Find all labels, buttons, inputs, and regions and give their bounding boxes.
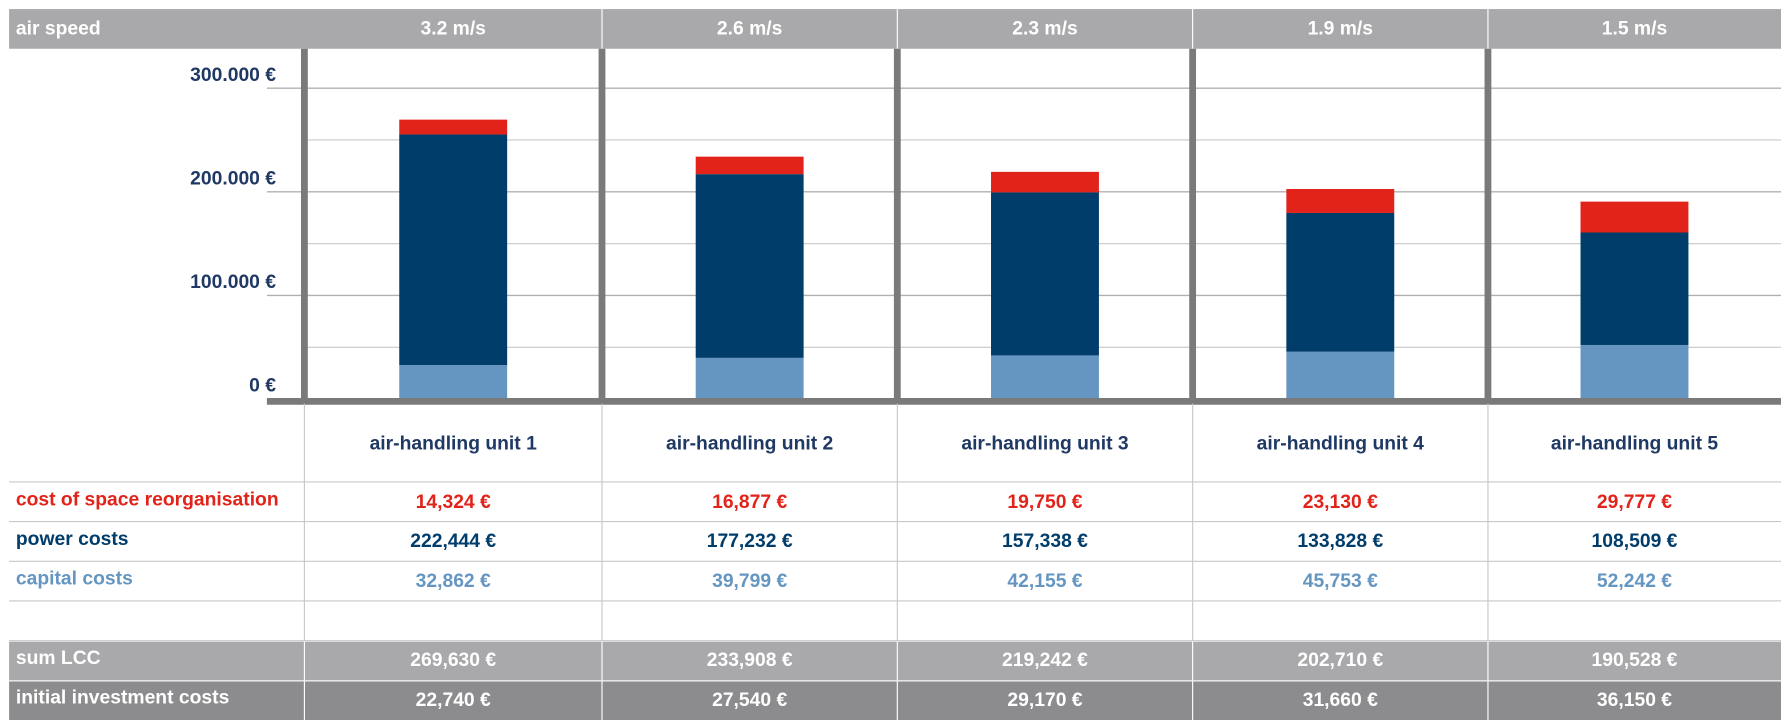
value-label: 133,828 € bbox=[1297, 531, 1383, 552]
value-label: 42,155 € bbox=[1007, 571, 1082, 592]
bar-segment bbox=[991, 355, 1099, 400]
summary-cell: 29,170 € bbox=[1007, 690, 1082, 711]
summary-cell: 219,242 € bbox=[1002, 650, 1088, 671]
series-row-label: capital costs bbox=[16, 569, 133, 590]
category-label: air-handling unit 2 bbox=[666, 434, 833, 455]
summary-row bbox=[9, 641, 1781, 681]
value-label: 16,877 € bbox=[712, 492, 787, 513]
value-label: 52,242 € bbox=[1597, 571, 1672, 592]
summary-row-label: sum LCC bbox=[16, 648, 101, 669]
air-speed-label: 3.2 m/s bbox=[420, 19, 485, 40]
value-label: 45,753 € bbox=[1303, 571, 1378, 592]
category-label: air-handling unit 4 bbox=[1257, 434, 1425, 455]
air-speed-label: 1.9 m/s bbox=[1308, 19, 1373, 40]
summary-cell: 31,660 € bbox=[1303, 690, 1378, 711]
summary-row-label: initial investment costs bbox=[16, 688, 229, 709]
bar-segment bbox=[1286, 212, 1395, 352]
summary-cell: 202,710 € bbox=[1297, 650, 1383, 671]
bar-segment bbox=[695, 174, 804, 358]
value-label: 32,862 € bbox=[416, 571, 491, 592]
summary-cell: 269,630 € bbox=[410, 650, 496, 671]
bar-segment bbox=[695, 156, 804, 175]
series-row-label: power costs bbox=[16, 529, 129, 550]
air-speed-label: 1.5 m/s bbox=[1602, 19, 1667, 40]
y-tick-label: 0 € bbox=[249, 376, 276, 397]
series-row-label: cost of space reorganisation bbox=[16, 490, 279, 511]
value-label: 222,444 € bbox=[410, 531, 496, 552]
y-tick-label: 300.000 € bbox=[190, 65, 276, 86]
y-tick-label: 100.000 € bbox=[190, 272, 276, 293]
bar-segment bbox=[991, 171, 1099, 193]
value-label: 157,338 € bbox=[1002, 531, 1088, 552]
summary-cell: 36,150 € bbox=[1597, 690, 1672, 711]
summary-cell: 190,528 € bbox=[1592, 650, 1678, 671]
bar-segment bbox=[991, 192, 1099, 356]
bar-segment bbox=[399, 119, 508, 135]
header-row bbox=[9, 9, 1781, 49]
summary-cell: 22,740 € bbox=[416, 690, 491, 711]
bar-segment bbox=[1580, 344, 1689, 400]
category-label: air-handling unit 3 bbox=[961, 434, 1129, 455]
header-label: air speed bbox=[16, 19, 101, 40]
value-label: 108,509 € bbox=[1592, 531, 1678, 552]
air-speed-label: 2.6 m/s bbox=[717, 19, 782, 40]
value-label: 23,130 € bbox=[1303, 492, 1378, 513]
bar-segment bbox=[1286, 188, 1395, 213]
bar-segment bbox=[1580, 232, 1689, 345]
y-tick-label: 200.000 € bbox=[190, 168, 276, 189]
category-label: air-handling unit 5 bbox=[1551, 434, 1719, 455]
bar-segment bbox=[695, 357, 804, 400]
category-label: air-handling unit 1 bbox=[370, 434, 538, 455]
bar-segment bbox=[399, 134, 508, 366]
summary-cell: 27,540 € bbox=[712, 690, 787, 711]
bar-segment bbox=[399, 365, 508, 400]
value-label: 29,777 € bbox=[1597, 492, 1672, 513]
value-label: 177,232 € bbox=[707, 531, 793, 552]
value-label: 39,799 € bbox=[712, 571, 787, 592]
summary-row bbox=[9, 681, 1781, 720]
bar-segment bbox=[1286, 351, 1395, 400]
summary-cell: 233,908 € bbox=[707, 650, 793, 671]
air-speed-label: 2.3 m/s bbox=[1012, 19, 1077, 40]
bar-segment bbox=[1580, 201, 1689, 233]
value-label: 14,324 € bbox=[416, 492, 491, 513]
value-label: 19,750 € bbox=[1007, 492, 1082, 513]
